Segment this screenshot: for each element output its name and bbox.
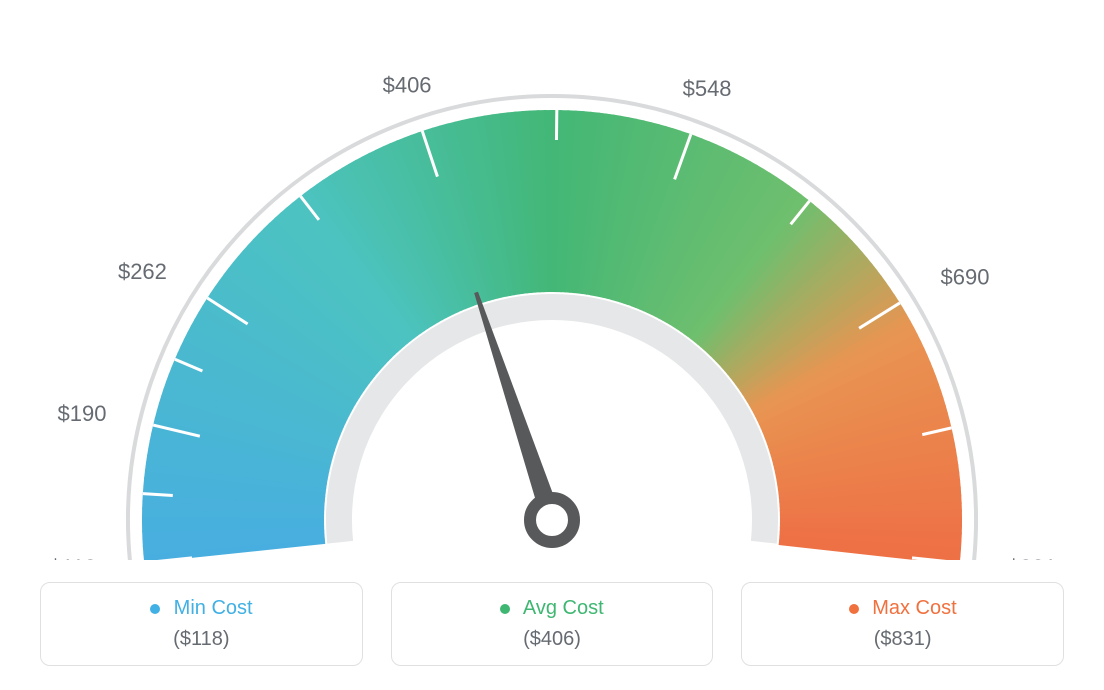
- legend-card-min: Min Cost ($118): [40, 582, 363, 666]
- gauge-minor-tick: [143, 494, 173, 496]
- legend-dot-min: [150, 604, 160, 614]
- gauge-tick-label: $690: [941, 265, 990, 290]
- legend-dot-avg: [500, 604, 510, 614]
- legend-value: ($406): [392, 628, 713, 651]
- gauge-tick-label: $118: [49, 555, 96, 560]
- legend-card-avg: Avg Cost ($406): [391, 582, 714, 666]
- gauge-needle-hub: [530, 498, 574, 542]
- cost-gauge: $118 $190 $262 $406 $548 $690 $831: [0, 0, 1104, 560]
- gauge-needle: [474, 292, 561, 523]
- gauge-tick-label: $190: [57, 401, 106, 426]
- legend-title-text: Min Cost: [174, 597, 253, 619]
- legend-title-text: Max Cost: [872, 597, 956, 619]
- gauge-tick-label: $548: [683, 76, 732, 101]
- legend-dot-max: [849, 604, 859, 614]
- gauge-tick-label: $406: [383, 73, 432, 98]
- gauge-tick-label: $262: [118, 259, 167, 284]
- legend-title: Avg Cost: [392, 597, 713, 620]
- legend-title: Max Cost: [742, 597, 1063, 620]
- legend-title-text: Avg Cost: [523, 597, 604, 619]
- gauge-tick-label: $831: [1007, 555, 1056, 560]
- legend-value: ($831): [742, 628, 1063, 651]
- legend-card-max: Max Cost ($831): [741, 582, 1064, 666]
- legend-value: ($118): [41, 628, 362, 651]
- legend-row: Min Cost ($118) Avg Cost ($406) Max Cost…: [0, 582, 1104, 666]
- legend-title: Min Cost: [41, 597, 362, 620]
